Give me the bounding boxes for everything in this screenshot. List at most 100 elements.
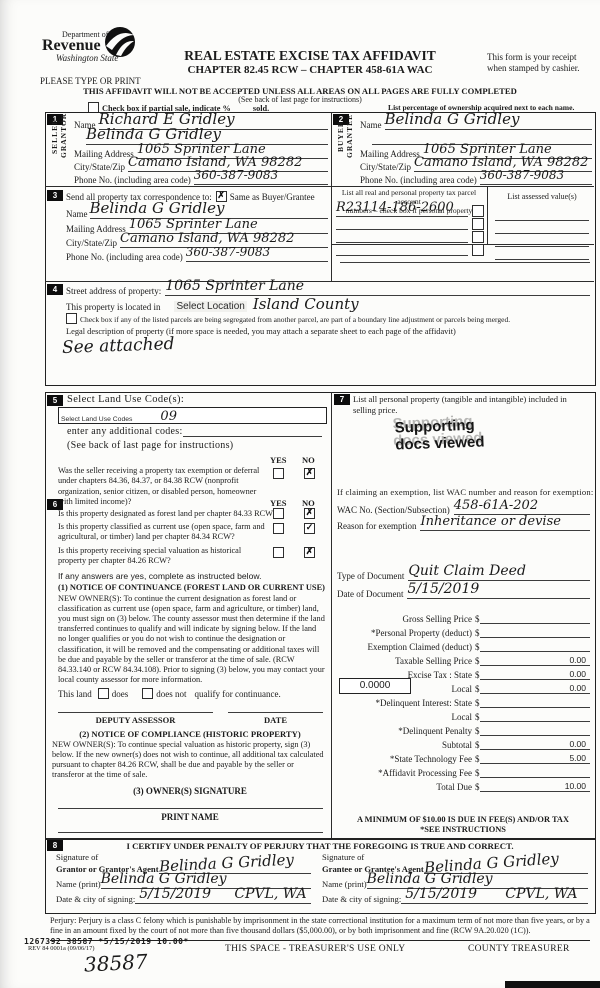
does-checkbox[interactable]: [97, 688, 109, 699]
row-divider-2: [45, 281, 594, 282]
ownership-note: List percentage of ownership acquired ne…: [388, 103, 575, 112]
owners-signature-label: (3) OWNER(S) SIGNATURE: [133, 786, 247, 796]
s6-q1-no-checkbox[interactable]: ✗: [304, 507, 315, 519]
fee-value: [479, 735, 590, 736]
s6-q3-line1: Is this property receiving special valua…: [58, 546, 242, 566]
fee-value: 5.00: [479, 753, 590, 764]
s3-mailing-value: 1065 Sprinter Lane: [128, 217, 258, 232]
land-use-code-value: 09: [160, 409, 177, 424]
section-3-tab: 3: [47, 190, 63, 201]
section-7-tab: 7: [334, 394, 350, 405]
lower-divider: [331, 392, 332, 838]
s2-name-label: Name: [360, 120, 382, 130]
notice2-title: (2) NOTICE OF COMPLIANCE (HISTORIC PROPE…: [79, 729, 301, 739]
certify-statement: I CERTIFY UNDER PENALTY OF PERJURY THAT …: [126, 841, 514, 851]
s6-q3-text: Is this property receiving special valua…: [58, 546, 268, 567]
form-subtitle: CHAPTER 82.45 RCW – CHAPTER 458-61A WAC: [187, 64, 433, 76]
revenue-swirl-icon: [105, 27, 135, 57]
section-6-tab: 6: [47, 499, 63, 510]
segregated-checkbox[interactable]: [66, 313, 77, 324]
s6-q2-line1: Is this property classified as current u…: [58, 522, 265, 531]
grantee-name-value: Belinda G Gridley: [366, 871, 493, 887]
wac-label: WAC No. (Section/Subsection): [337, 505, 450, 515]
signature-box-border: [45, 838, 596, 914]
s5-q1-yes-checkbox[interactable]: [273, 468, 284, 479]
grantee-name-label: Name (print): [322, 879, 367, 889]
s6-q2-text: Is this property classified as current u…: [58, 522, 268, 543]
print-name-line: [58, 832, 323, 833]
assessed-value-line-3: [495, 234, 589, 247]
parcel-header-line2: numbers – check box if personal property: [345, 206, 473, 216]
s7-intro-line1: List all personal property (tangible and…: [353, 394, 567, 416]
fee-row: *Affidavit Processing Fee $: [337, 764, 590, 778]
location-select[interactable]: Select Location: [174, 301, 247, 312]
fee-row: Excise Tax : State $0.00: [337, 666, 590, 680]
cashier-stamp-line: 1267392 38587 *5/15/2019 10.00*: [24, 937, 189, 946]
warning-line: THIS AFFIDAVIT WILL NOT BE ACCEPTED UNLE…: [83, 86, 517, 96]
fee-value: [479, 651, 590, 652]
s5-q1-line2: chapters 84.36, 84.37, or 84.38 RCW (non…: [58, 476, 239, 496]
seller-vertical-label: SELLER: [50, 118, 59, 154]
wac-value: 458-61A-202: [453, 498, 539, 513]
s3-intro: Send all property tax correspondence to:: [66, 192, 212, 202]
does-not-checkbox[interactable]: [142, 688, 154, 699]
minimum-fee-note: A MINIMUM OF $10.00 IS DUE IN FEE(S) AND…: [356, 815, 570, 824]
fee-row-local: 0.0000 Local $0.00: [337, 678, 590, 694]
grantor-sig-label2: Grantor or Grantor's Agent: [56, 864, 159, 874]
fee-row: Local $: [337, 708, 590, 722]
s5-q1-no-checkbox[interactable]: ✗: [304, 467, 315, 479]
type-or-print: PLEASE TYPE OR PRINT: [40, 76, 141, 86]
handwritten-receipt-number: 38587: [83, 949, 149, 977]
parcel-personal-checkbox-4[interactable]: [472, 244, 484, 256]
fee-value: [479, 721, 590, 722]
grantor-date-label: Date & city of signing:: [56, 894, 136, 904]
fee-value: [479, 623, 590, 624]
s3-phone-value: 360-387-9083: [185, 245, 271, 259]
grantor-city-value: CPVL, WA: [234, 886, 307, 902]
s6-q1-yes-checkbox[interactable]: [273, 508, 284, 519]
s3-city-label: City/State/Zip: [66, 238, 117, 248]
s3-phone-label: Phone No. (including area code): [66, 252, 183, 262]
grantee-sig-label2: Grantee or Grantee's Agent: [322, 864, 424, 874]
fee-row: Gross Selling Price $: [337, 610, 590, 624]
s5-yes-header: YES: [270, 455, 287, 465]
s6-q2-yes-checkbox[interactable]: [273, 523, 284, 534]
additional-codes-line: [182, 436, 322, 437]
s1-city-label: City/State/Zip: [74, 162, 125, 172]
s6-q2-line2: agricultural, or timber) land per chapte…: [58, 532, 235, 542]
s6-q3-yes-checkbox[interactable]: [273, 547, 284, 558]
assessed-value-line-4: [495, 247, 589, 260]
s6-q3-no-checkbox[interactable]: ✗: [304, 546, 315, 558]
s1-phone-label: Phone No. (including area code): [74, 175, 191, 185]
s7-intro: List all personal property (tangible and…: [353, 394, 591, 416]
fee-value: 0.00: [479, 739, 590, 750]
fee-value: 0.00: [479, 669, 590, 680]
s6-q2-no-checkbox[interactable]: ✓: [304, 522, 315, 534]
grantor-name-value: Belinda G Gridley: [100, 871, 227, 887]
parcel-personal-checkbox-1[interactable]: [472, 205, 484, 217]
logo-line2: Revenue: [42, 37, 101, 54]
doc-date-label: Date of Document: [337, 589, 404, 599]
same-as-buyer-checkbox[interactable]: ✗: [215, 190, 227, 202]
located-label: This property is located in: [66, 302, 161, 312]
assessed-value-line-2: [495, 221, 589, 234]
parcel-header: List all real and personal property tax …: [334, 188, 484, 215]
logo-line3: Washington State: [56, 53, 119, 63]
s1-name2-value: Belinda G Gridley: [86, 125, 221, 143]
doc-type-value: Quit Claim Deed: [408, 563, 526, 579]
print-name-label: PRINT NAME: [161, 812, 219, 822]
land-use-select-label: Select Land Use Codes: [61, 416, 133, 423]
land-use-select[interactable]: Select Land Use Codes 09: [58, 407, 327, 424]
s2-phone-value: 360-387-9083: [479, 168, 565, 182]
s2-mailing-label: Mailing Address: [360, 149, 420, 159]
additional-codes-label: enter any additional codes:: [67, 426, 183, 437]
parcel-personal-checkbox-2[interactable]: [472, 218, 484, 230]
fee-value: [479, 707, 590, 708]
notice1-body: NEW OWNER(S): To continue the current de…: [58, 594, 325, 684]
parcel-personal-checkbox-3[interactable]: [472, 231, 484, 243]
s3-name-value: Belinda G Gridley: [89, 199, 225, 217]
form-title: REAL ESTATE EXCISE TAX AFFIDAVIT: [184, 48, 436, 63]
reason-value: Inheritance or devise: [420, 514, 561, 529]
reason-label: Reason for exemption: [337, 521, 417, 531]
fee-row: Subtotal $0.00: [337, 736, 590, 750]
